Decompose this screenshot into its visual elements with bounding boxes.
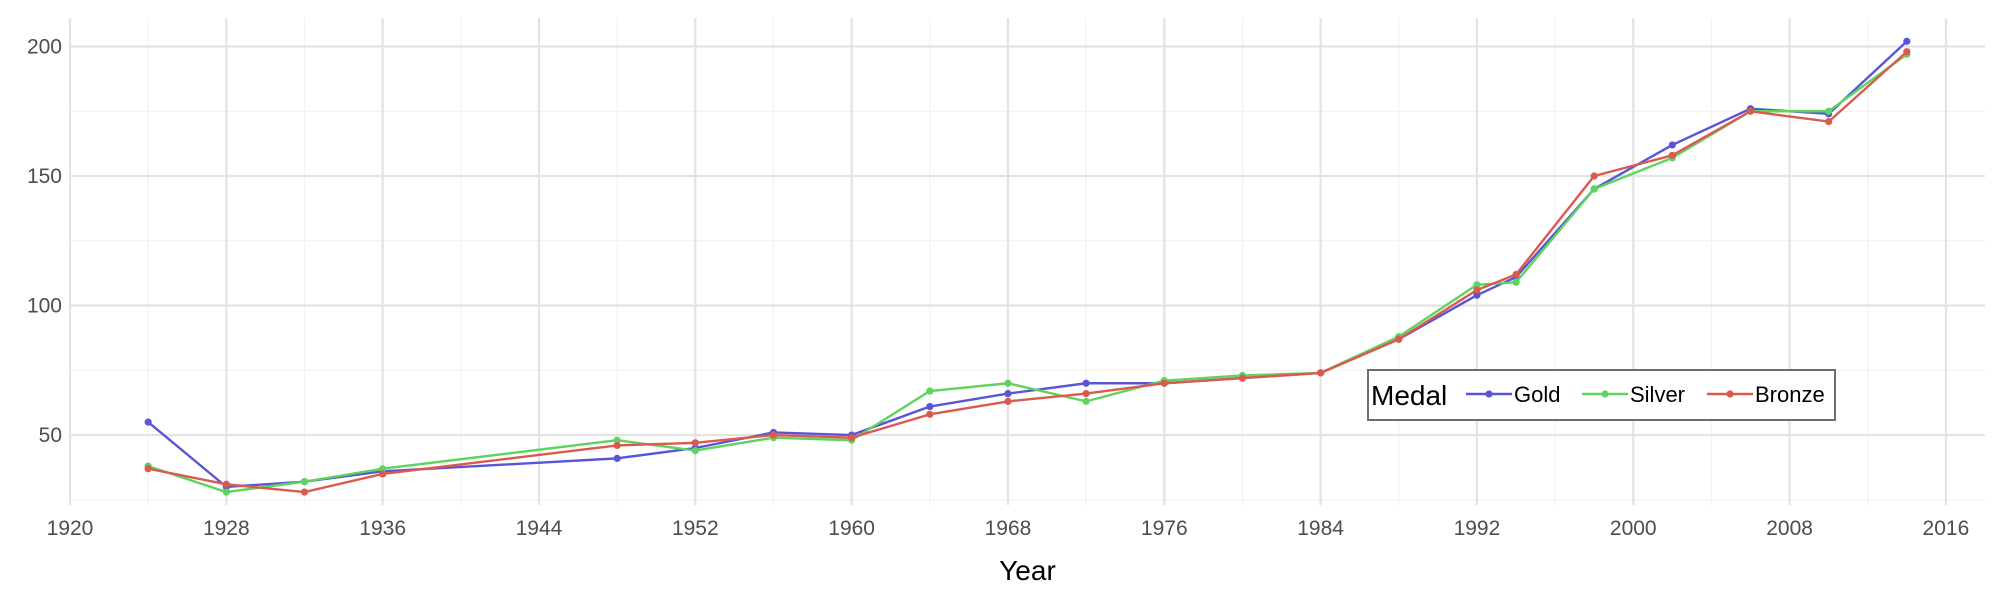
data-point-bronze [1590,172,1598,180]
data-point-silver [300,478,309,486]
data-point-bronze [1825,118,1833,126]
data-point-gold [613,454,621,462]
y-axis-ticks: 50 100 150 200 [27,35,62,447]
data-point-bronze [1668,151,1676,159]
y-tick-label: 150 [27,165,62,188]
data-point-bronze [1746,107,1755,115]
data-point-bronze [1473,286,1481,294]
minor-gridlines [70,18,1985,505]
data-point-silver [1590,185,1598,193]
data-point-silver [1825,107,1833,115]
data-point-gold [1668,141,1676,149]
data-point-silver [926,387,934,395]
data-point-bronze [1004,397,1012,405]
data-point-bronze [926,410,934,418]
legend-item-gold: Gold [1466,382,1560,407]
legend-key-point [1726,390,1734,398]
series-line-silver [147,53,1908,494]
x-tick-label: 1936 [359,517,406,540]
data-point-bronze [1082,390,1090,398]
x-tick-label: 1968 [985,517,1032,540]
x-tick-label: 1984 [1297,517,1344,540]
data-point-bronze [691,439,699,447]
x-tick-label: 1920 [47,517,94,540]
series-layer [144,37,1911,496]
x-tick-label: 1976 [1141,517,1188,540]
series-line-gold [147,40,1908,489]
data-point-silver [379,465,387,473]
data-point-bronze [613,441,621,450]
series-gold [144,37,1911,491]
data-point-bronze [379,470,387,478]
series-bronze [144,48,1911,496]
data-point-bronze [1238,374,1247,382]
legend: Medal Gold Silver Bronze [1367,369,1836,421]
data-point-gold [926,402,934,411]
y-tick-label: 50 [39,424,62,447]
data-point-bronze [222,480,230,488]
legend-label: Bronze [1755,382,1825,407]
legend-item-bronze: Bronze [1707,382,1825,407]
x-tick-label: 1928 [203,517,250,540]
y-tick-label: 200 [27,35,62,58]
x-tick-label: 2000 [1610,517,1657,540]
data-point-bronze [848,434,856,442]
x-tick-label: 1952 [672,517,719,540]
x-tick-label: 2008 [1766,517,1813,540]
legend-label: Silver [1630,382,1685,407]
x-axis-ticks: 1920 1928 1936 1944 1952 1960 1968 1976 1984 1992… [47,517,1970,540]
data-point-bronze [1512,270,1520,279]
x-tick-label: 1944 [516,517,563,540]
data-point-silver [613,436,621,444]
data-point-silver [1082,397,1090,405]
x-tick-label: 1992 [1454,517,1501,540]
data-point-bronze [1395,335,1403,343]
legend-label: Gold [1514,382,1560,407]
legend-items: Gold Silver Bronze [1466,382,1825,407]
data-point-bronze [1317,369,1325,377]
data-point-gold [1004,390,1012,398]
x-tick-label: 2016 [1923,517,1970,540]
data-point-gold [1473,291,1481,299]
series-silver [144,50,1911,496]
legend-item-silver: Silver [1582,382,1685,407]
major-gridlines [68,18,1985,505]
data-point-silver [1004,379,1012,387]
series-line-bronze [147,50,1908,494]
x-tick-label: 1960 [828,517,875,540]
data-point-gold [1082,379,1090,387]
legend-key-point [1485,390,1493,398]
data-point-bronze [1903,48,1911,56]
data-point-silver [222,488,230,496]
data-point-bronze [144,465,152,473]
data-point-gold [144,418,152,426]
data-point-silver [1512,278,1520,286]
x-axis-title: Year [999,555,1056,586]
data-point-silver [1473,281,1481,289]
data-point-silver [691,447,699,455]
legend-title: Medal [1371,380,1447,411]
data-point-gold [1903,37,1911,45]
data-point-bronze [1160,379,1168,387]
legend-key-point [1601,390,1609,398]
y-tick-label: 100 [27,295,62,318]
data-point-bronze [300,488,309,496]
data-point-bronze [769,431,778,439]
